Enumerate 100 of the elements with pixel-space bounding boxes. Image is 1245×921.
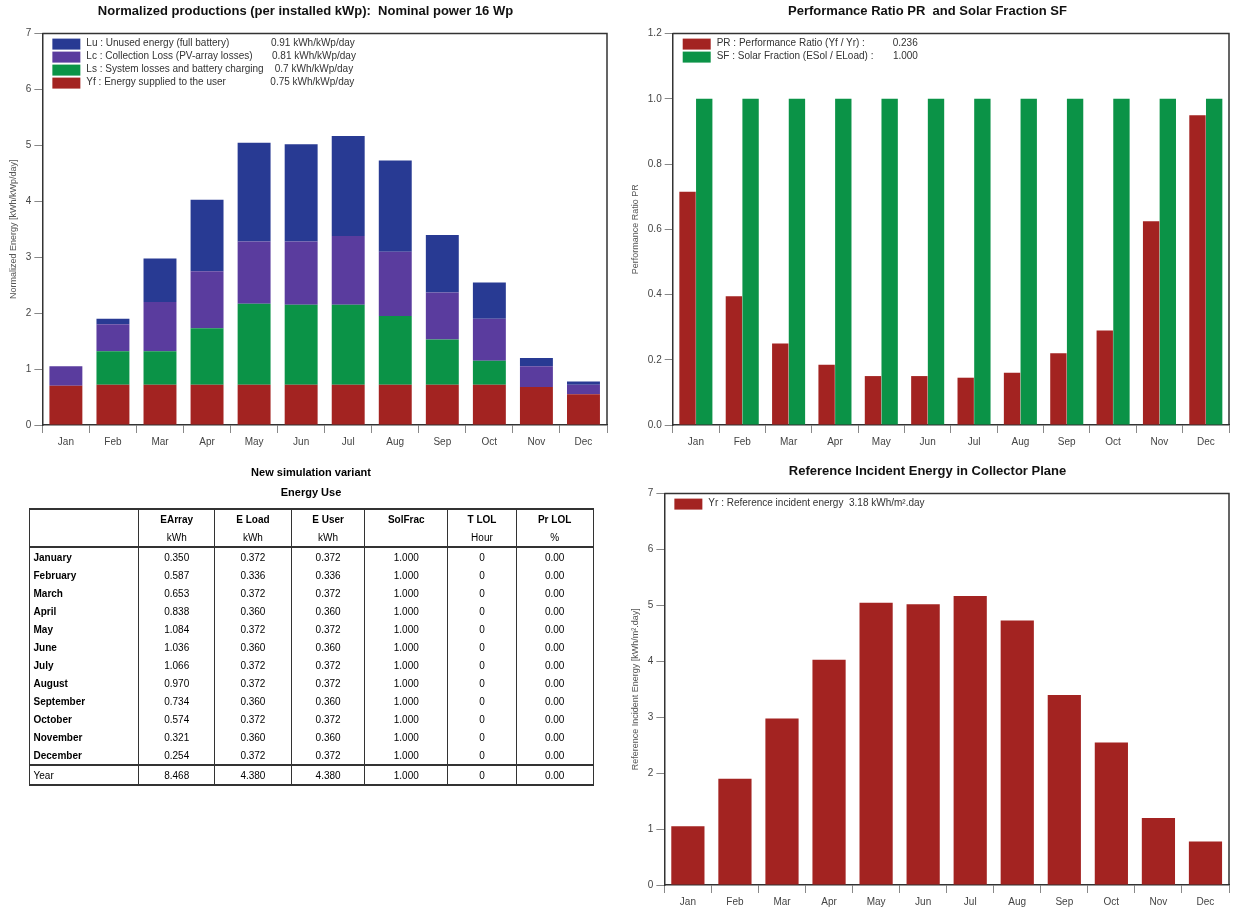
bar — [788, 98, 806, 425]
bar — [425, 292, 459, 340]
bar — [567, 394, 600, 425]
text: 0.336 — [240, 569, 266, 581]
bar — [378, 160, 412, 252]
bar — [725, 296, 743, 425]
text: 1.000 — [393, 587, 419, 599]
text: 1.000 — [393, 551, 419, 563]
text: 0 — [479, 769, 485, 781]
bar — [143, 301, 177, 352]
category-label: E User — [291, 509, 365, 528]
bar — [812, 659, 846, 885]
text: 0 — [479, 587, 485, 599]
bar — [472, 360, 506, 385]
bar — [96, 384, 130, 425]
x-tick-label: Sep — [1055, 895, 1074, 907]
x-tick-label: Jul — [967, 435, 981, 447]
y-tick-label: 6 — [25, 83, 32, 95]
category-label: April — [33, 605, 57, 617]
bar — [772, 343, 789, 425]
text: 0.372 — [315, 749, 341, 761]
y-tick-label: 2 — [647, 766, 654, 778]
bar — [331, 135, 365, 237]
text: kWh — [166, 531, 187, 543]
legend-label: SF : Solar Fraction (ESol / ELoad) : 1.000 — [716, 50, 919, 62]
text: 0 — [479, 551, 485, 563]
legend-label: PR : Performance Ratio (Yf / Yr) : 0.236 — [716, 37, 919, 49]
text: 0.321 — [164, 731, 190, 743]
bar — [237, 303, 271, 385]
bar — [49, 385, 83, 425]
x-tick-label: Apr — [827, 435, 844, 447]
x-tick-label: Mar — [773, 895, 792, 907]
text: 1.000 — [393, 769, 419, 781]
bar — [974, 98, 991, 425]
bar — [49, 366, 83, 386]
x-tick-label: Jun — [293, 435, 310, 447]
text: 0.00 — [544, 731, 565, 743]
y-tick-label: 0.4 — [647, 288, 663, 300]
category-label: September — [33, 695, 86, 707]
bar — [1113, 98, 1130, 425]
bar — [472, 384, 506, 425]
bar — [1003, 372, 1021, 425]
y-axis-title: Normalized Energy [kWh/kWp/day] — [7, 159, 18, 300]
y-tick-label: 5 — [25, 139, 32, 151]
text: 0.372 — [240, 749, 266, 761]
bar — [96, 318, 130, 325]
text: 8.468 — [164, 769, 190, 781]
text: 1.084 — [164, 623, 190, 635]
text: 1.036 — [164, 641, 190, 653]
y-tick-label: 0.0 — [647, 418, 663, 430]
bar — [143, 351, 177, 385]
chart-title: Reference Incident Energy in Collector Plane — [788, 463, 1067, 479]
text: 1.000 — [393, 569, 419, 581]
category-label: December — [33, 749, 82, 761]
bar — [96, 351, 130, 385]
bar — [190, 199, 224, 272]
bar — [1050, 353, 1067, 425]
bar — [472, 282, 506, 319]
category-label: February — [33, 569, 77, 581]
category-label: July — [33, 659, 54, 671]
text: 0.372 — [240, 713, 266, 725]
legend-label: Ls : System losses and battery charging 0.7 kWh/kWp/day — [86, 63, 354, 75]
text: 0.360 — [315, 695, 341, 707]
bar — [696, 98, 713, 425]
category-label: January — [33, 551, 72, 563]
text: 0.372 — [240, 677, 266, 689]
y-tick-label: 0 — [25, 418, 32, 430]
x-tick-label: Mar — [151, 435, 170, 447]
text: 0.350 — [164, 551, 190, 563]
category-label: May — [33, 623, 53, 635]
text: 0.372 — [315, 713, 341, 725]
legend-label: Yr : Reference incident energy 3.18 kWh/m².day — [708, 497, 925, 509]
bar — [1205, 98, 1223, 425]
bar — [742, 98, 759, 425]
category-label: Year — [33, 769, 54, 781]
text: 0.838 — [164, 605, 190, 617]
bar — [143, 258, 177, 302]
text: 0.00 — [544, 551, 565, 563]
text: kWh — [242, 531, 263, 543]
text: 0.360 — [315, 731, 341, 743]
text: kWh — [318, 531, 339, 543]
y-tick-label: 2 — [25, 306, 32, 318]
x-tick-label: Sep — [433, 435, 452, 447]
bar — [237, 384, 271, 425]
x-tick-label: Jan — [679, 895, 696, 907]
text: 0.360 — [240, 731, 266, 743]
x-tick-label: Jun — [919, 435, 936, 447]
bar — [671, 826, 705, 885]
bar — [378, 384, 412, 425]
text: 1.066 — [164, 659, 190, 671]
text: 1.000 — [393, 677, 419, 689]
bar — [1188, 841, 1223, 885]
text: 4.380 — [315, 769, 341, 781]
y-tick-label: 1.2 — [647, 27, 663, 39]
text: New simulation variant — [250, 465, 372, 480]
bar — [425, 384, 459, 425]
x-tick-label: Jan — [57, 435, 74, 447]
text: 1.000 — [393, 731, 419, 743]
x-tick-label: Nov — [1150, 435, 1169, 447]
y-tick-label: 0.8 — [647, 157, 663, 169]
